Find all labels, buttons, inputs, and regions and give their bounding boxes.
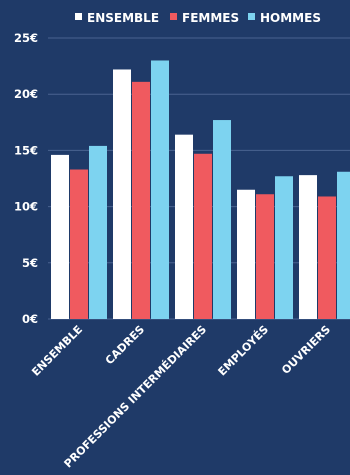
x-tick-label: CADRES bbox=[103, 323, 147, 367]
y-tick-label: 20€ bbox=[14, 87, 38, 101]
bar-hommes-professions-intermediaires bbox=[213, 120, 231, 319]
x-tick-label: ENSEMBLE bbox=[29, 323, 85, 379]
y-tick-label: 5€ bbox=[22, 256, 38, 270]
bar-ensemble-ensemble bbox=[51, 154, 69, 319]
bar-hommes-ensemble bbox=[89, 145, 107, 319]
bars bbox=[51, 60, 350, 319]
bar-hommes-employes bbox=[275, 176, 293, 319]
legend-label-femmes: FEMMES bbox=[182, 11, 239, 25]
bar-ensemble-employes bbox=[237, 189, 255, 319]
x-tick-label: OUVRIERS bbox=[279, 323, 333, 377]
bar-femmes-ouvriers bbox=[318, 196, 336, 319]
bar-ensemble-professions-intermediaires bbox=[175, 134, 193, 319]
bar-femmes-cadres bbox=[132, 81, 150, 319]
x-tick-label: EMPLOYÉS bbox=[216, 323, 272, 379]
legend-label-ensemble: ENSEMBLE bbox=[87, 11, 159, 25]
y-tick-label: 15€ bbox=[14, 143, 38, 157]
legend: ENSEMBLE FEMMES HOMMES bbox=[75, 11, 321, 25]
legend-swatch-hommes bbox=[248, 13, 255, 20]
bar-femmes-professions-intermediaires bbox=[194, 153, 212, 319]
y-tick-label: 0€ bbox=[22, 312, 38, 326]
legend-label-hommes: HOMMES bbox=[260, 11, 321, 25]
bar-hommes-ouvriers bbox=[337, 171, 350, 319]
bar-ensemble-ouvriers bbox=[299, 175, 317, 319]
x-tick-label: PROFESSIONS INTERMÉDIAIRES bbox=[62, 323, 210, 471]
y-tick-label: 10€ bbox=[14, 200, 38, 214]
bar-femmes-ensemble bbox=[70, 169, 88, 319]
legend-swatch-femmes bbox=[170, 13, 177, 20]
bar-hommes-cadres bbox=[151, 60, 169, 319]
y-axis: 0€ 5€ 10€ 15€ 20€ 25€ bbox=[14, 31, 38, 326]
legend-swatch-ensemble bbox=[75, 13, 82, 20]
y-tick-label: 25€ bbox=[14, 31, 38, 45]
bar-ensemble-cadres bbox=[113, 69, 131, 319]
bar-femmes-employes bbox=[256, 194, 274, 319]
